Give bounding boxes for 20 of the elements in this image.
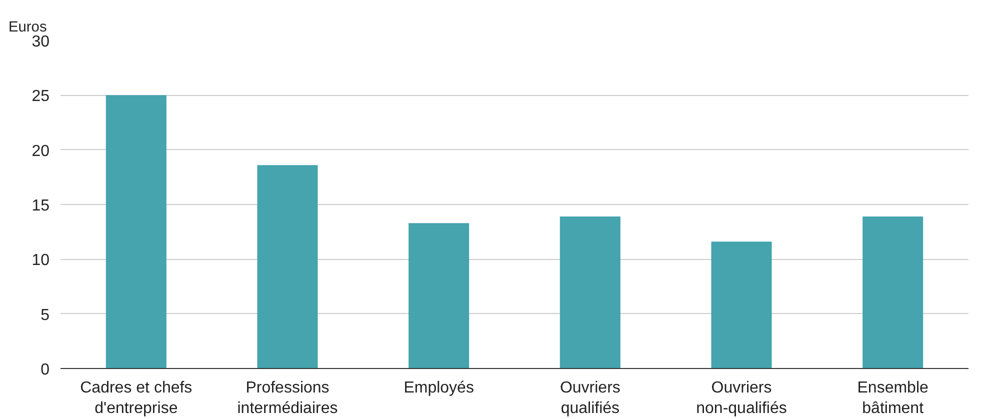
y-tick-label: 15: [32, 198, 50, 214]
y-axis-title: Euros: [8, 20, 47, 36]
bar: [106, 95, 166, 368]
bar: [862, 216, 924, 368]
x-tick-label: Ensemble bâtiment: [857, 380, 929, 417]
x-tick-label: Ouvriers qualifiés: [560, 380, 620, 417]
y-tick-label: 10: [32, 252, 50, 270]
y-tick-label: 30: [32, 34, 50, 50]
x-tick-label: Employés: [404, 380, 474, 396]
bar: [560, 216, 620, 368]
y-tick-label: 0: [40, 362, 50, 378]
y-tick-label: 25: [32, 88, 50, 106]
y-tick-label: 5: [40, 306, 50, 324]
bar: [711, 242, 772, 368]
x-tick-label: Ouvriers non-qualifiés: [696, 380, 787, 417]
bar: [257, 165, 318, 368]
x-tick-label: Professions intermédiaires: [237, 380, 338, 417]
bar: [408, 223, 470, 368]
y-tick-label: 20: [32, 142, 50, 160]
x-tick-label: Cadres et chefs d'entreprise: [80, 380, 192, 417]
